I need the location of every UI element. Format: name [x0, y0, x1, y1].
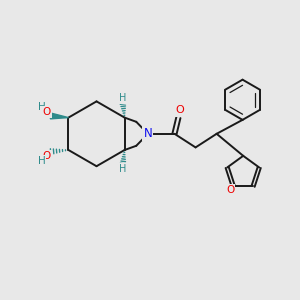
Text: H: H [38, 156, 45, 166]
Text: O: O [42, 107, 51, 117]
Text: N: N [144, 127, 152, 140]
Text: O: O [175, 106, 184, 116]
Text: H: H [119, 164, 126, 174]
Polygon shape [50, 113, 68, 119]
Text: H: H [119, 93, 126, 103]
Text: O: O [42, 151, 51, 161]
Text: H: H [38, 102, 45, 112]
Text: O: O [226, 184, 234, 195]
